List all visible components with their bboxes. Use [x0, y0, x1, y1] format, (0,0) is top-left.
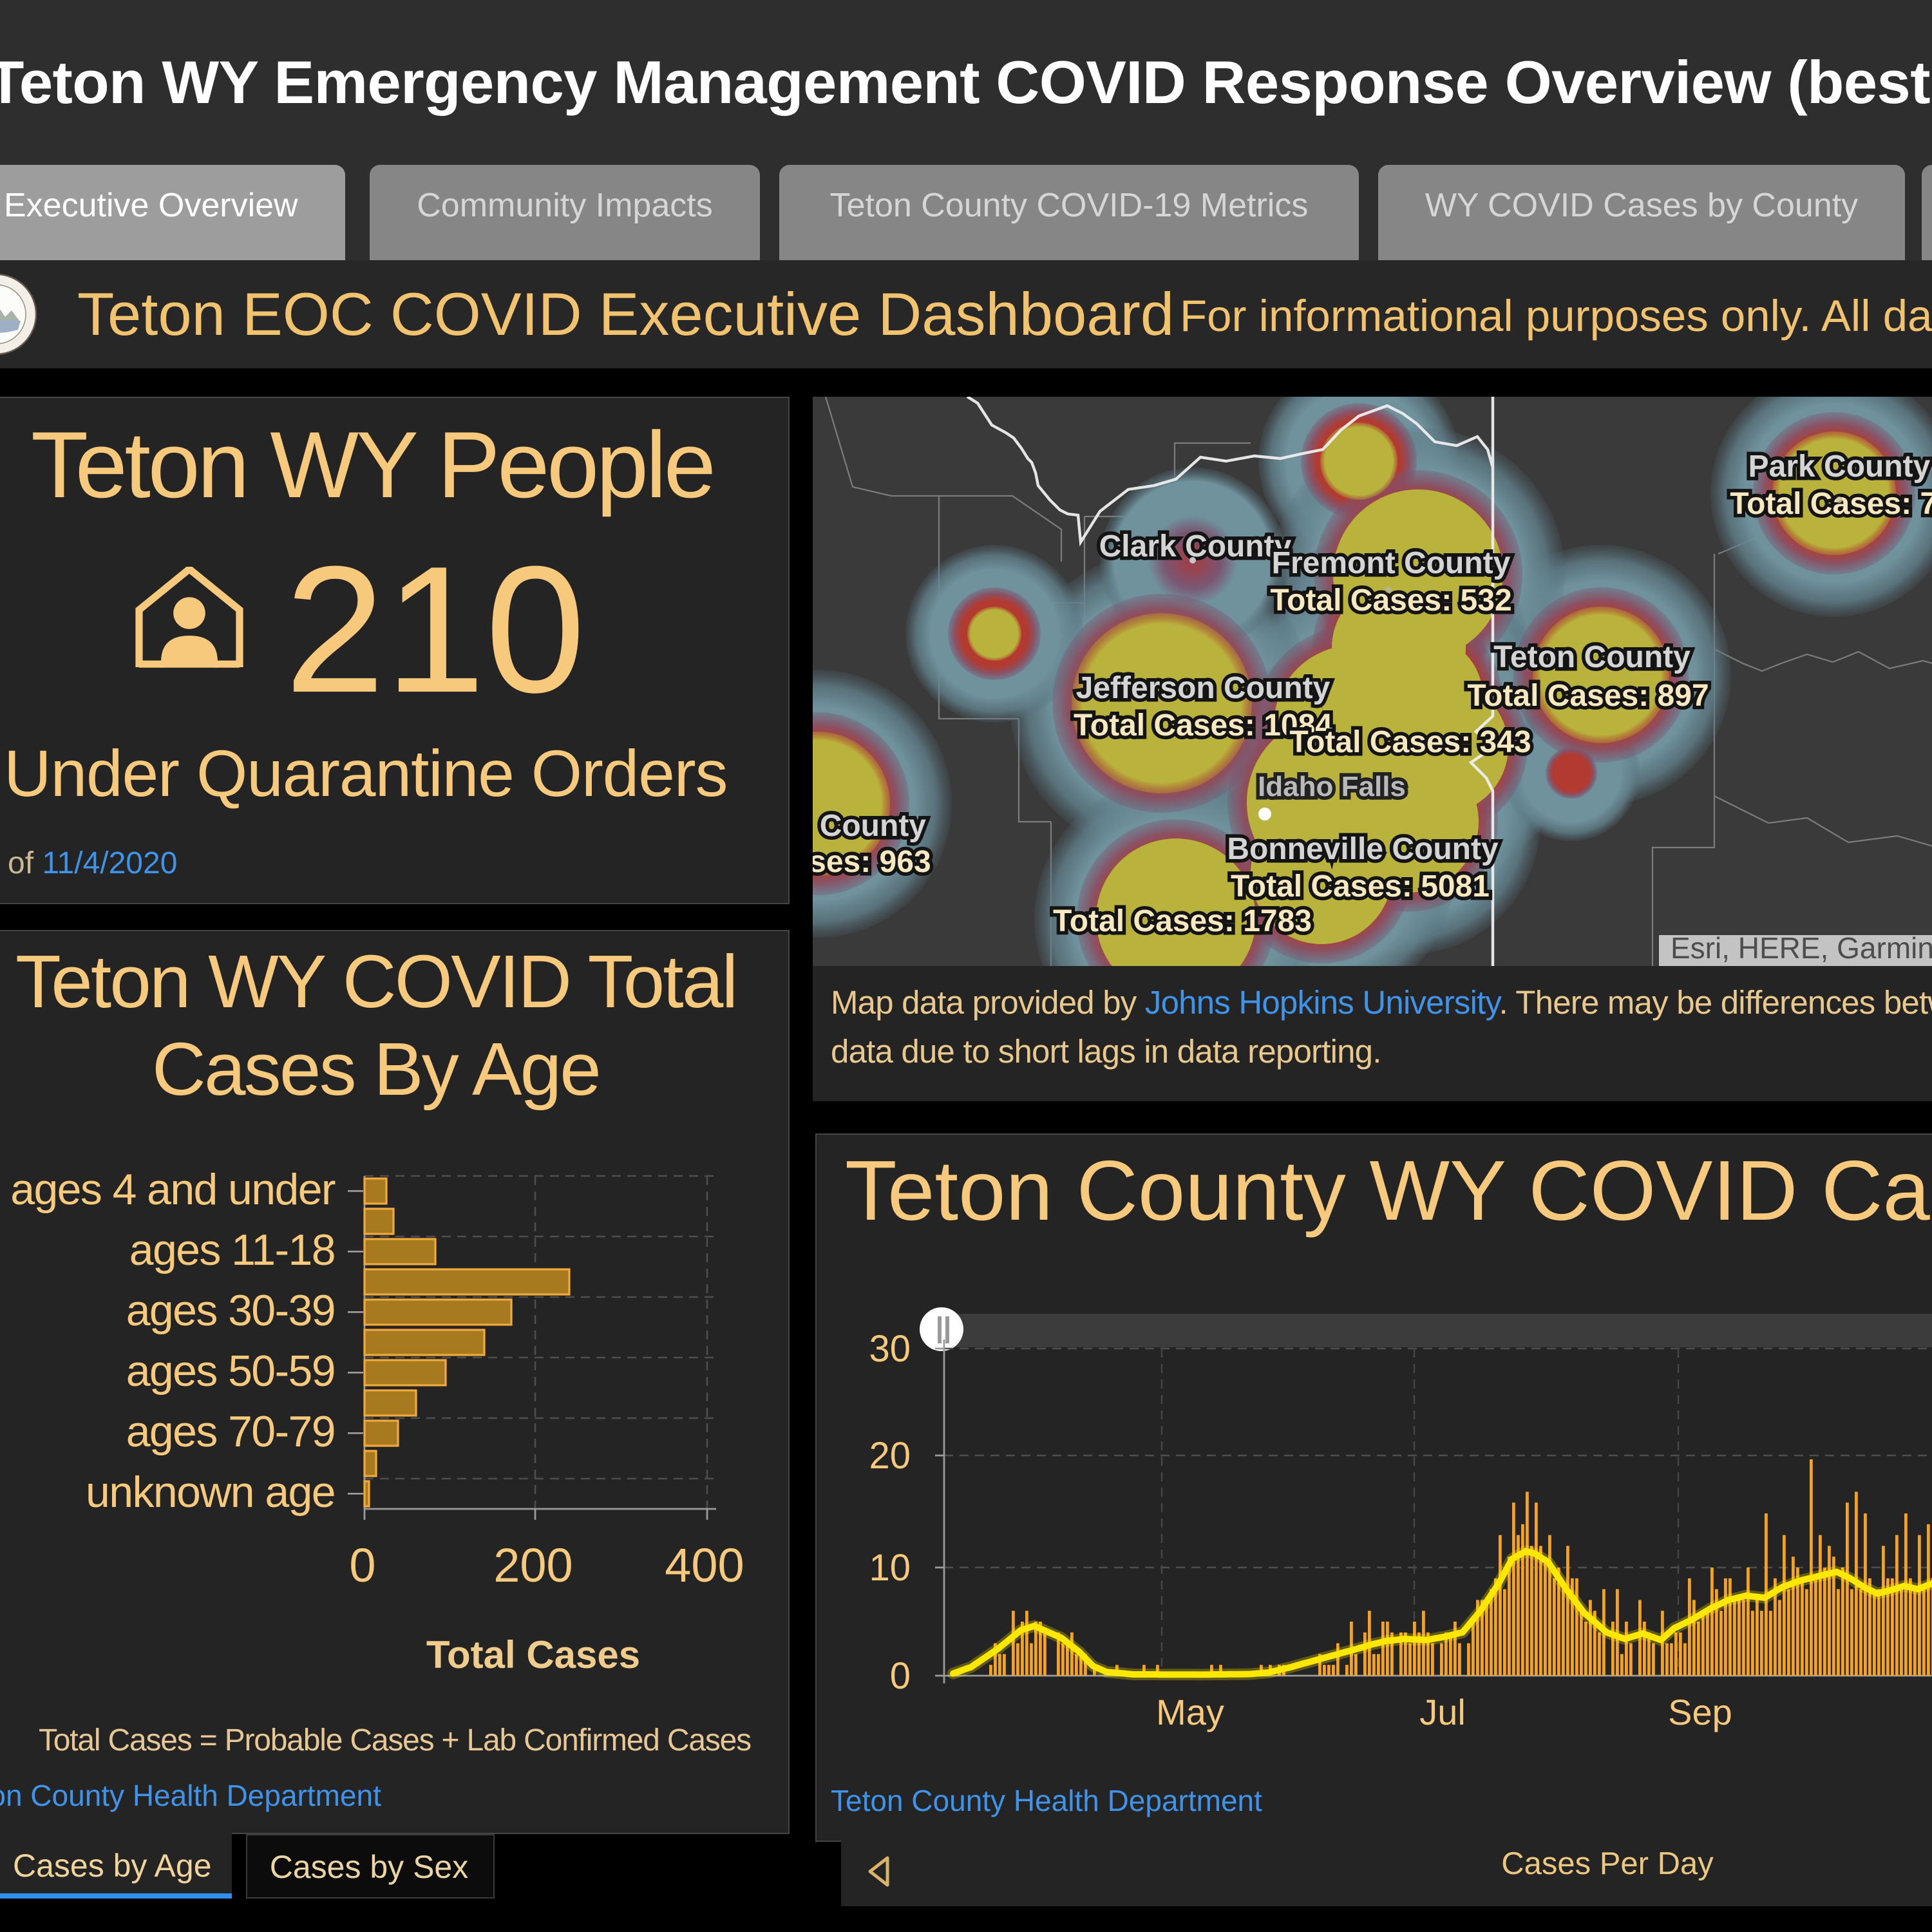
- svg-text:Total Cases: 343: Total Cases: 343: [1289, 725, 1531, 759]
- svg-text:Jefferson County: Jefferson County: [1076, 671, 1331, 705]
- svg-text:Park County: Park County: [1748, 450, 1931, 484]
- svg-text:Fremont County: Fremont County: [1272, 546, 1511, 580]
- svg-text:Idaho Falls: Idaho Falls: [1258, 771, 1406, 802]
- svg-text:Clark County: Clark County: [1099, 529, 1292, 564]
- svg-text:Esri, HERE, Garmin, FAO, NOAA: Esri, HERE, Garmin, FAO, NOAA: [1671, 931, 1932, 965]
- svg-text:Total Cases: 788: Total Cases: 788: [1730, 487, 1932, 521]
- svg-text:Total Cases: 1084: Total Cases: 1084: [1074, 708, 1332, 743]
- svg-text:Teton County: Teton County: [1493, 640, 1690, 674]
- svg-text:Total Cases: 963: Total Cases: 963: [813, 845, 931, 879]
- svg-text:Bonneville County: Bonneville County: [1227, 832, 1499, 866]
- svg-text:Total Cases: 897: Total Cases: 897: [1467, 679, 1709, 713]
- svg-text:Total Cases: 5081: Total Cases: 5081: [1231, 869, 1490, 904]
- svg-text:Bingham County: Bingham County: [813, 809, 926, 843]
- svg-text:Total Cases: 1783: Total Cases: 1783: [1053, 904, 1312, 938]
